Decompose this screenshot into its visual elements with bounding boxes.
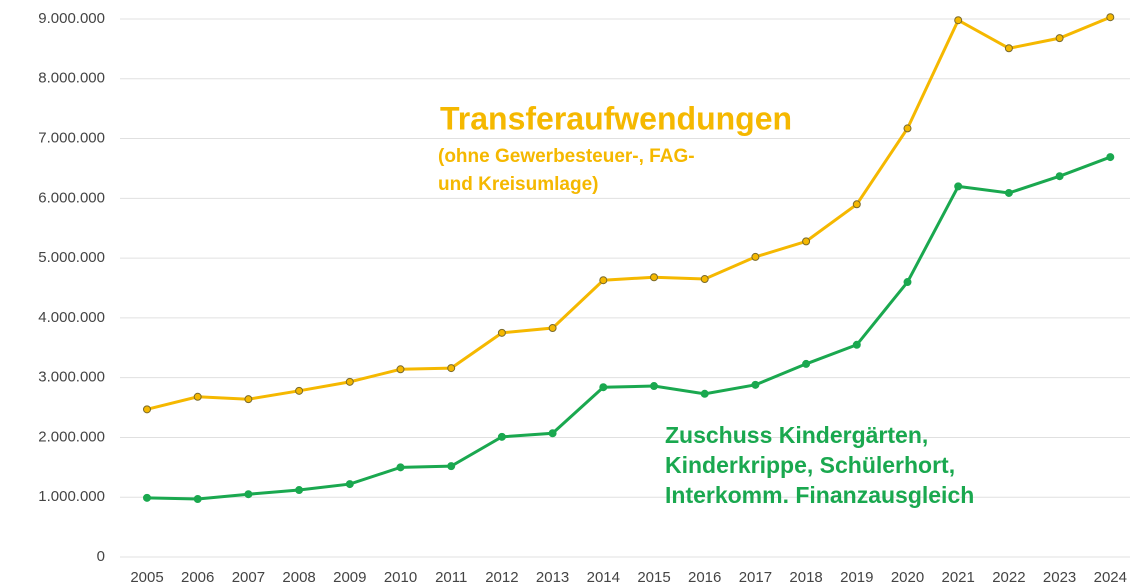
point [599, 276, 608, 285]
x-tick-label: 2011 [435, 569, 467, 586]
x-tick-label: 2016 [688, 569, 721, 586]
x-tick-label: 2023 [1043, 569, 1076, 586]
point [802, 237, 811, 246]
point [345, 377, 354, 386]
point [548, 429, 557, 438]
x-tick-label: 2006 [181, 569, 214, 586]
x-tick-label: 2008 [282, 569, 315, 586]
point [1004, 188, 1013, 197]
series-line [146, 15, 1111, 411]
point [143, 493, 151, 502]
point [497, 328, 506, 337]
point [244, 395, 253, 404]
point [700, 275, 709, 284]
series-label: Kinderkrippe, Schülerhort, [665, 452, 955, 478]
x-tick-label: 2012 [485, 569, 518, 586]
x-tick-label: 2007 [232, 569, 265, 586]
point [396, 463, 405, 472]
point [852, 340, 861, 349]
point [700, 389, 709, 398]
x-tick-label: 2020 [891, 569, 924, 586]
x-tick-label: 2021 [942, 569, 975, 586]
point [447, 462, 456, 471]
point [244, 490, 253, 499]
series-note: und Kreisumlage) [438, 174, 598, 195]
x-tick-label: 2010 [384, 569, 417, 586]
y-tick-label: 4.000.000 [38, 309, 105, 326]
y-tick-label: 6.000.000 [38, 189, 105, 206]
point [1106, 153, 1115, 162]
point [650, 273, 658, 282]
point [396, 365, 405, 374]
y-tick-label: 1.000.000 [38, 488, 105, 505]
series-note: (ohne Gewerbesteuer-, FAG- [438, 146, 695, 167]
x-tick-label: 2009 [333, 569, 366, 586]
point [1055, 172, 1064, 181]
point [802, 359, 811, 368]
y-tick-label: 9.000.000 [38, 10, 105, 27]
x-tick-label: 2013 [536, 569, 569, 586]
x-tick-label: 2024 [1094, 569, 1127, 586]
y-tick-label: 0 [97, 548, 105, 565]
y-tick-label: 7.000.000 [38, 130, 105, 147]
point [1106, 13, 1115, 22]
point [903, 124, 912, 133]
point [954, 182, 963, 191]
point [548, 324, 557, 333]
point [650, 382, 658, 391]
point [193, 392, 202, 401]
series-line [146, 155, 1111, 501]
y-tick-label: 8.000.000 [38, 70, 105, 87]
x-tick-label: 2015 [637, 569, 670, 586]
point [143, 405, 151, 414]
x-tick-label: 2005 [130, 569, 163, 586]
series-label: Transferaufwendungen [440, 100, 792, 136]
point [954, 16, 963, 25]
point [345, 480, 354, 489]
series-label: Zuschuss Kindergärten, [665, 422, 928, 448]
x-tick-label: 2017 [739, 569, 772, 586]
point [295, 386, 304, 395]
x-tick-label: 2019 [840, 569, 873, 586]
point [599, 383, 608, 392]
x-tick-label: 2014 [587, 569, 620, 586]
point [497, 432, 506, 441]
x-tick-label: 2022 [992, 569, 1025, 586]
point [295, 486, 304, 495]
y-tick-label: 2.000.000 [38, 428, 105, 445]
series-label: Interkomm. Finanzausgleich [665, 482, 974, 508]
point [1004, 44, 1013, 53]
point [903, 278, 912, 287]
point [751, 380, 760, 389]
y-tick-label: 5.000.000 [38, 249, 105, 266]
point [447, 364, 456, 373]
x-tick-label: 2018 [789, 569, 822, 586]
point [193, 495, 202, 504]
point [751, 252, 760, 261]
point [852, 200, 861, 209]
point [1055, 34, 1064, 43]
y-tick-label: 3.000.000 [38, 369, 105, 386]
